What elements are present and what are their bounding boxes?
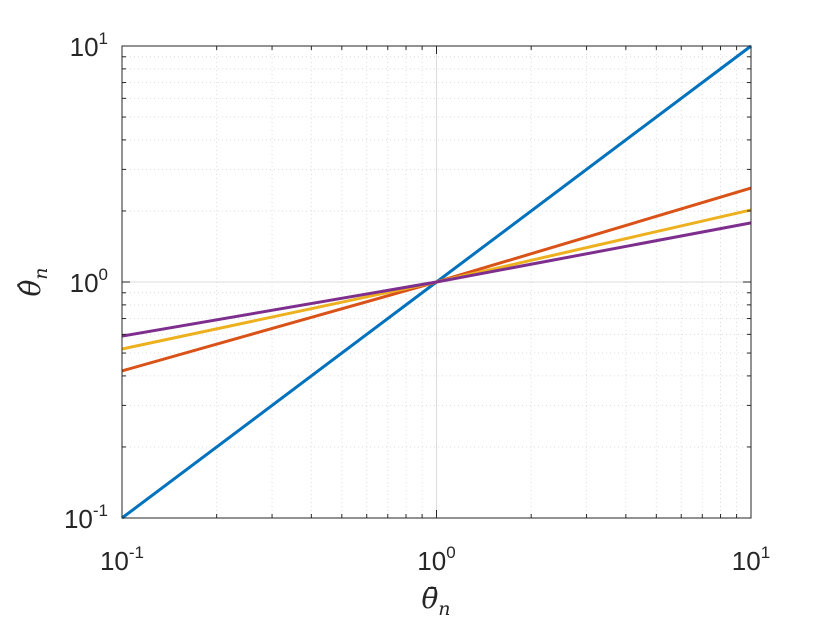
y-tick-label-2: 100 [70,265,108,298]
x-tick-label-1: 10-1 [100,543,144,576]
x-axis-label: θ̄n [421,582,450,620]
tick-marks [121,46,751,519]
y-tick-labels: 10-1 100 101 [64,29,108,534]
y-tick-label-1: 10-1 [64,501,108,534]
x-tick-labels: 10-1 100 101 [100,543,770,576]
y-tick-label-3: 101 [70,29,108,62]
series-layer [121,44,752,520]
x-tick-label-3: 101 [732,543,770,576]
y-axis-label: θ̂n [14,267,52,296]
x-tick-label-2: 100 [417,543,455,576]
series-line-4 [121,221,752,338]
